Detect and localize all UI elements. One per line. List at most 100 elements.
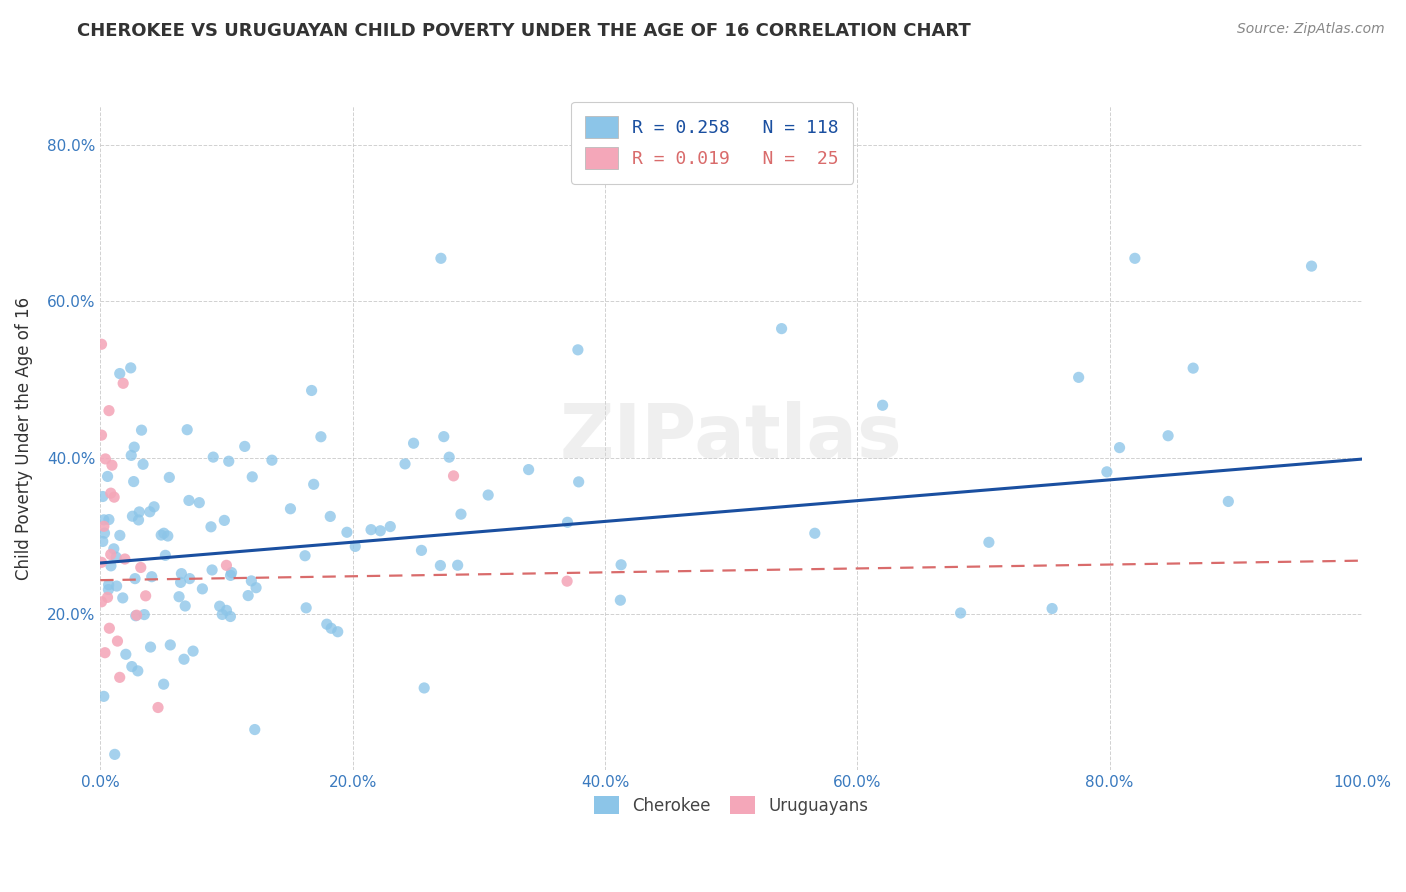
Point: [139, 640, 162, 654]
Point: [128, 505, 150, 519]
Point: [326, 624, 349, 639]
Point: [107, 634, 129, 648]
Point: [105, 579, 128, 593]
Point: [211, 607, 233, 622]
Point: [301, 384, 323, 398]
Point: [413, 681, 436, 695]
Point: [260, 453, 283, 467]
Point: [1123, 252, 1146, 266]
Point: [294, 549, 316, 563]
Point: [94, 646, 117, 660]
Point: [101, 458, 124, 473]
Point: [609, 593, 631, 607]
Point: [170, 566, 193, 581]
Point: [1108, 441, 1130, 455]
Point: [1218, 494, 1240, 508]
Point: [219, 568, 242, 582]
Point: [108, 670, 131, 684]
Point: [336, 525, 359, 540]
Point: [139, 505, 162, 519]
Point: [176, 423, 198, 437]
Point: [567, 343, 589, 357]
Point: [103, 490, 125, 504]
Point: [132, 458, 155, 472]
Point: [315, 617, 337, 632]
Text: ZIPatlas: ZIPatlas: [560, 401, 903, 475]
Point: [125, 608, 148, 623]
Point: [977, 535, 1000, 549]
Point: [100, 548, 122, 562]
Point: [411, 543, 433, 558]
Point: [128, 513, 150, 527]
Point: [949, 606, 972, 620]
Point: [122, 475, 145, 489]
Point: [122, 440, 145, 454]
Point: [153, 526, 176, 541]
Point: [368, 524, 391, 538]
Point: [517, 462, 540, 476]
Point: [302, 477, 325, 491]
Point: [443, 468, 465, 483]
Point: [157, 470, 180, 484]
Point: [143, 500, 166, 514]
Point: [208, 599, 231, 614]
Point: [188, 496, 211, 510]
Point: [97, 582, 120, 597]
Point: [103, 541, 125, 556]
Point: [295, 600, 318, 615]
Point: [169, 575, 191, 590]
Point: [93, 519, 115, 533]
Point: [108, 528, 131, 542]
Point: [1095, 465, 1118, 479]
Point: [1067, 370, 1090, 384]
Point: [430, 252, 453, 266]
Point: [181, 644, 204, 658]
Point: [804, 526, 827, 541]
Point: [174, 599, 197, 613]
Y-axis label: Child Poverty Under the Age of 16: Child Poverty Under the Age of 16: [15, 296, 32, 580]
Point: [146, 700, 169, 714]
Point: [159, 638, 181, 652]
Point: [111, 591, 134, 605]
Point: [135, 589, 157, 603]
Point: [114, 552, 136, 566]
Point: [108, 367, 131, 381]
Point: [218, 454, 240, 468]
Point: [173, 652, 195, 666]
Point: [104, 747, 127, 762]
Point: [177, 493, 200, 508]
Point: [97, 578, 120, 592]
Point: [219, 609, 242, 624]
Point: [90, 555, 112, 569]
Point: [112, 376, 135, 391]
Legend: Cherokee, Uruguayans: Cherokee, Uruguayans: [586, 789, 876, 822]
Point: [131, 423, 153, 437]
Point: [127, 664, 149, 678]
Point: [236, 589, 259, 603]
Point: [240, 574, 263, 588]
Point: [360, 523, 382, 537]
Point: [121, 509, 143, 524]
Point: [280, 501, 302, 516]
Point: [872, 398, 894, 412]
Point: [1182, 361, 1205, 376]
Point: [93, 513, 115, 527]
Point: [120, 360, 142, 375]
Point: [610, 558, 633, 572]
Point: [394, 457, 416, 471]
Point: [433, 430, 456, 444]
Point: [93, 526, 115, 541]
Point: [90, 337, 112, 351]
Point: [1301, 259, 1323, 273]
Point: [221, 566, 243, 580]
Point: [152, 677, 174, 691]
Point: [450, 507, 472, 521]
Point: [100, 558, 122, 573]
Point: [124, 572, 146, 586]
Point: [96, 591, 118, 605]
Point: [100, 486, 122, 500]
Point: [557, 516, 579, 530]
Point: [90, 428, 112, 442]
Point: [114, 648, 136, 662]
Point: [1157, 428, 1180, 442]
